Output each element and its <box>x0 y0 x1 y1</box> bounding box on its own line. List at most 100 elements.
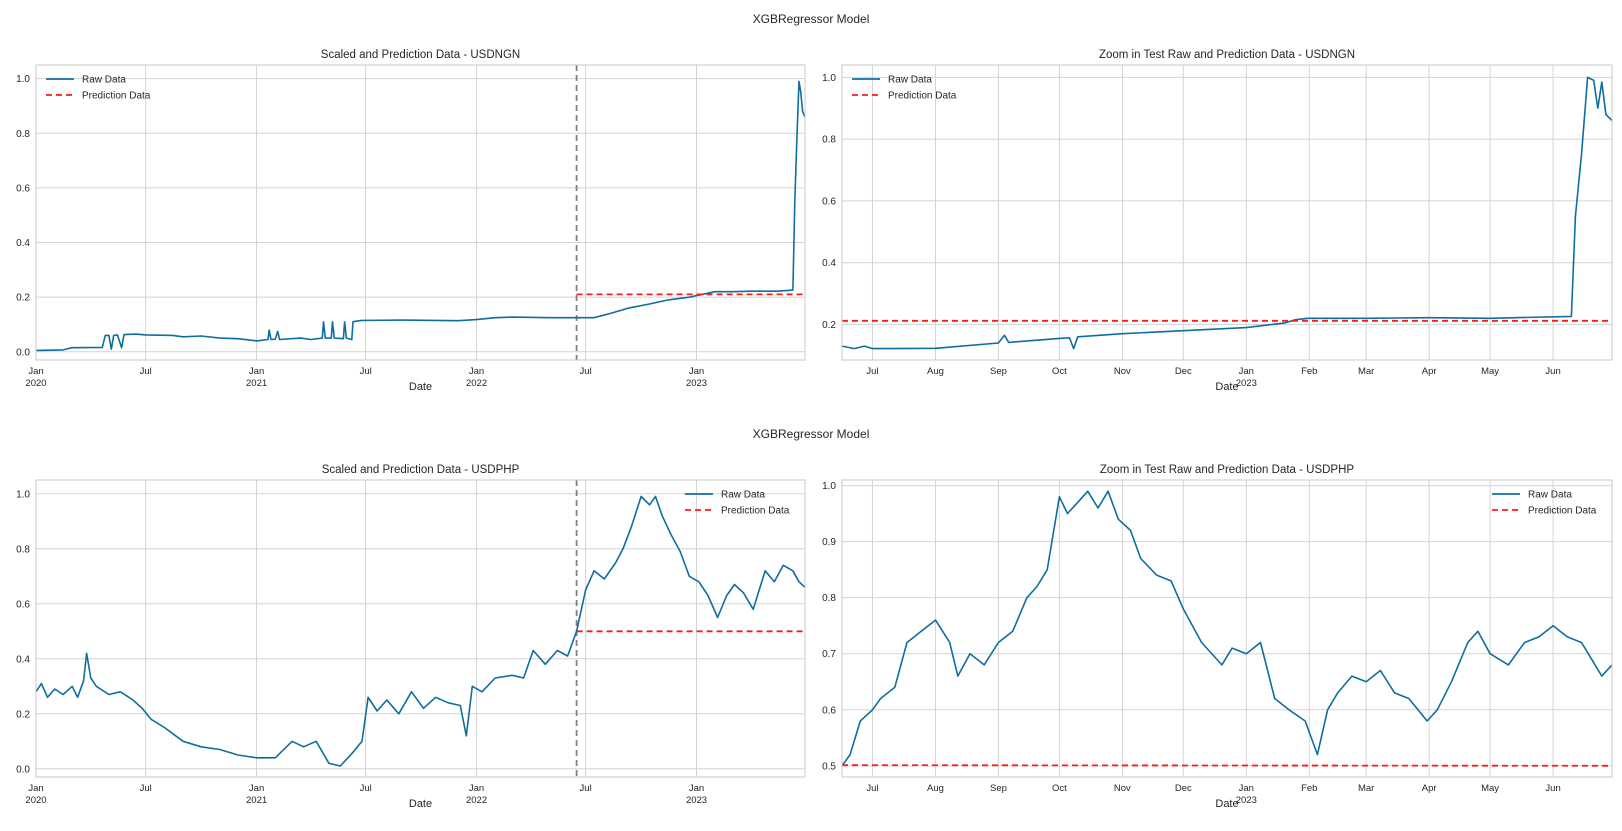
y-tick-label: 0.8 <box>822 135 836 146</box>
x-tick-label: Nov <box>1114 366 1131 377</box>
y-tick-label: 0.4 <box>16 238 30 249</box>
x-tick-label: Feb <box>1301 783 1317 794</box>
x-tick-label: Feb <box>1301 366 1317 377</box>
x-tick-year-label: 2023 <box>1236 795 1257 806</box>
x-tick-label: Jan <box>469 366 484 377</box>
chart-title: Scaled and Prediction Data - USDPHP <box>322 464 520 476</box>
x-tick-label: Jan <box>1239 366 1254 377</box>
x-tick-label: Jan <box>689 783 704 794</box>
chart-title: Zoom in Test Raw and Prediction Data - U… <box>1099 49 1355 61</box>
x-tick-label: Oct <box>1052 783 1067 794</box>
x-tick-label: Mar <box>1358 366 1374 377</box>
legend-label: Prediction Data <box>82 91 151 102</box>
plot-frame <box>35 479 806 778</box>
y-tick-label: 0.2 <box>16 293 30 304</box>
x-tick-year-label: 2023 <box>686 378 707 389</box>
x-tick-label: May <box>1481 366 1499 377</box>
x-axis-label: Date <box>409 381 432 393</box>
x-tick-label: Jul <box>580 366 592 377</box>
x-axis-label: Date <box>1215 798 1238 810</box>
x-tick-label: Jan <box>249 366 264 377</box>
x-tick-label: Jan <box>249 783 264 794</box>
x-tick-year-label: 2020 <box>25 378 46 389</box>
x-tick-year-label: 2023 <box>1236 378 1257 389</box>
legend-label: Prediction Data <box>1528 506 1597 517</box>
x-tick-year-label: 2020 <box>25 795 46 806</box>
y-tick-label: 0.8 <box>16 129 30 140</box>
x-tick-year-label: 2022 <box>466 795 487 806</box>
legend: Raw Data Prediction Data <box>685 490 790 517</box>
legend-label: Raw Data <box>721 490 765 501</box>
legend: Raw Data Prediction Data <box>46 75 151 102</box>
y-tick-label: 0.4 <box>16 654 30 665</box>
x-tick-label: Nov <box>1114 783 1131 794</box>
x-tick-label: Dec <box>1175 366 1192 377</box>
x-tick-label: Mar <box>1358 783 1374 794</box>
x-tick-label: Jul <box>360 366 372 377</box>
series-line-raw <box>841 76 1613 350</box>
x-tick-year-label: 2021 <box>246 795 267 806</box>
y-tick-label: 1.0 <box>16 489 30 500</box>
x-tick-label: Jan <box>689 366 704 377</box>
legend: Raw Data Prediction Data <box>1492 490 1597 517</box>
x-axis-label: Date <box>1215 381 1238 393</box>
x-tick-label: Sep <box>990 783 1007 794</box>
x-tick-year-label: 2021 <box>246 378 267 389</box>
x-axis-label: Date <box>409 798 432 810</box>
series-line-raw <box>841 490 1613 767</box>
plot-frame <box>35 64 806 361</box>
series-line-raw <box>35 495 806 767</box>
legend: Raw Data Prediction Data <box>852 75 957 102</box>
legend-label: Raw Data <box>82 75 126 86</box>
y-tick-label: 0.6 <box>16 599 30 610</box>
legend-label: Prediction Data <box>721 506 790 517</box>
x-tick-label: Jan <box>1239 783 1254 794</box>
y-tick-label: 1.0 <box>16 74 30 85</box>
y-tick-label: 0.2 <box>822 320 836 331</box>
x-tick-label: Jul <box>866 366 878 377</box>
plot-background <box>842 480 1612 777</box>
y-tick-label: 1.0 <box>822 73 836 84</box>
y-tick-label: 0.2 <box>16 709 30 720</box>
y-tick-label: 0.0 <box>16 764 30 775</box>
x-tick-label: Jul <box>140 783 152 794</box>
x-tick-label: Jan <box>28 783 43 794</box>
y-tick-label: 0.0 <box>16 347 30 358</box>
y-tick-label: 0.5 <box>822 761 836 772</box>
y-tick-label: 0.6 <box>16 183 30 194</box>
x-tick-label: Jul <box>580 783 592 794</box>
x-tick-year-label: 2023 <box>686 795 707 806</box>
x-tick-label: Jul <box>866 783 878 794</box>
series-line-raw <box>35 80 806 352</box>
plot-frame <box>841 479 1613 778</box>
x-tick-label: May <box>1481 783 1499 794</box>
y-tick-label: 0.9 <box>822 537 836 548</box>
x-tick-label: Apr <box>1422 366 1437 377</box>
x-tick-label: Oct <box>1052 366 1067 377</box>
plot-background <box>36 65 805 360</box>
chart-panel-2: 0.2 0.4 0.6 0.8 1.0 Jul Aug Sep Oct Nov Dec Jan2023… <box>822 49 1613 393</box>
x-tick-label: Jul <box>360 783 372 794</box>
suptitle-top: XGBRegressor Model <box>753 12 870 26</box>
legend-label: Raw Data <box>888 75 932 86</box>
plot-frame <box>841 64 1613 361</box>
chart-title: Scaled and Prediction Data - USDNGN <box>321 49 520 61</box>
series-line-prediction <box>841 764 1613 767</box>
x-tick-label: Dec <box>1175 783 1192 794</box>
plot-background <box>842 65 1612 360</box>
x-tick-label: Jul <box>140 366 152 377</box>
legend-label: Prediction Data <box>888 91 957 102</box>
y-tick-label: 0.7 <box>822 649 836 660</box>
y-tick-label: 1.0 <box>822 481 836 492</box>
x-tick-label: Sep <box>990 366 1007 377</box>
y-tick-label: 0.4 <box>822 258 836 269</box>
x-tick-label: Aug <box>927 783 944 794</box>
suptitle-bottom: XGBRegressor Model <box>753 427 870 441</box>
y-tick-label: 0.6 <box>822 196 836 207</box>
x-tick-label: Jun <box>1545 783 1560 794</box>
y-tick-label: 0.6 <box>822 705 836 716</box>
x-tick-label: Apr <box>1422 783 1437 794</box>
x-tick-label: Jun <box>1545 366 1560 377</box>
y-tick-label: 0.8 <box>822 593 836 604</box>
